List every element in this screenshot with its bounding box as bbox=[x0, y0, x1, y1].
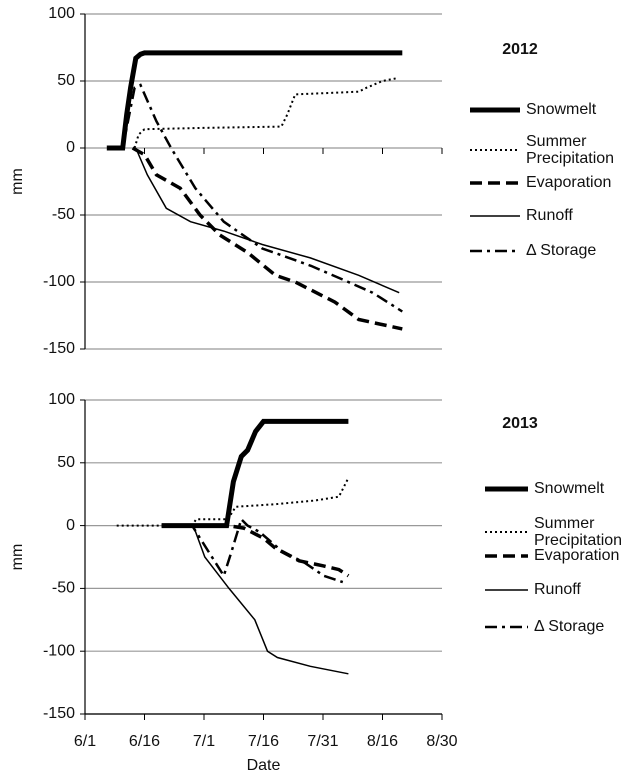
legend-label: Evaporation bbox=[526, 174, 611, 191]
series-line bbox=[133, 77, 397, 149]
legend-label: Summer Precipitation bbox=[534, 515, 622, 549]
legend-line: Precipitation bbox=[534, 532, 622, 549]
x-tick-label: 7/1 bbox=[193, 733, 215, 750]
legend-label: Runoff bbox=[534, 581, 581, 598]
legend-label: Summer Precipitation bbox=[526, 133, 614, 167]
legend-label: Δ Storage bbox=[526, 242, 596, 259]
x-tick-label: 8/16 bbox=[367, 733, 398, 750]
panel-title: 2013 bbox=[502, 415, 538, 432]
legend-line: Precipitation bbox=[526, 150, 614, 167]
y-tick-label: -100 bbox=[43, 273, 75, 290]
x-tick-label: 7/16 bbox=[248, 733, 279, 750]
series-line bbox=[116, 477, 350, 527]
legend-label: Evaporation bbox=[534, 547, 619, 564]
y-tick-label: -50 bbox=[52, 206, 75, 223]
x-tick-label: 6/1 bbox=[74, 733, 96, 750]
series-line bbox=[161, 523, 350, 578]
y-tick-label: -150 bbox=[43, 705, 75, 722]
y-tick-label: -50 bbox=[52, 580, 75, 597]
y-tick-label: 50 bbox=[57, 454, 75, 471]
y-tick-label: 100 bbox=[48, 391, 75, 408]
x-tick-label: 7/31 bbox=[307, 733, 338, 750]
panel-title: 2012 bbox=[502, 41, 538, 58]
series-line bbox=[135, 147, 400, 294]
y-tick-label: -150 bbox=[43, 340, 75, 357]
legend-label: Runoff bbox=[526, 207, 573, 224]
x-tick-label: 8/30 bbox=[426, 733, 457, 750]
y-tick-label: 0 bbox=[66, 517, 75, 534]
series-line bbox=[161, 516, 344, 584]
series-line bbox=[131, 146, 403, 331]
y-axis-label: mm bbox=[9, 168, 26, 195]
y-tick-label: -100 bbox=[43, 642, 75, 659]
legend-label: Snowmelt bbox=[534, 480, 605, 497]
y-axis-label: mm bbox=[9, 544, 26, 571]
legend-line: Summer bbox=[526, 133, 587, 150]
y-tick-label: 50 bbox=[57, 72, 75, 89]
y-tick-label: 100 bbox=[48, 5, 75, 22]
series-line bbox=[106, 50, 403, 151]
x-axis-label: Date bbox=[247, 757, 281, 774]
series-line bbox=[161, 524, 349, 675]
legend-label: Snowmelt bbox=[526, 101, 597, 118]
legend-line: Summer bbox=[534, 515, 595, 532]
series-line bbox=[161, 418, 349, 529]
legend-label: Δ Storage bbox=[534, 618, 604, 635]
series-line bbox=[121, 83, 403, 313]
y-tick-label: 0 bbox=[66, 139, 75, 156]
x-tick-label: 6/16 bbox=[129, 733, 160, 750]
